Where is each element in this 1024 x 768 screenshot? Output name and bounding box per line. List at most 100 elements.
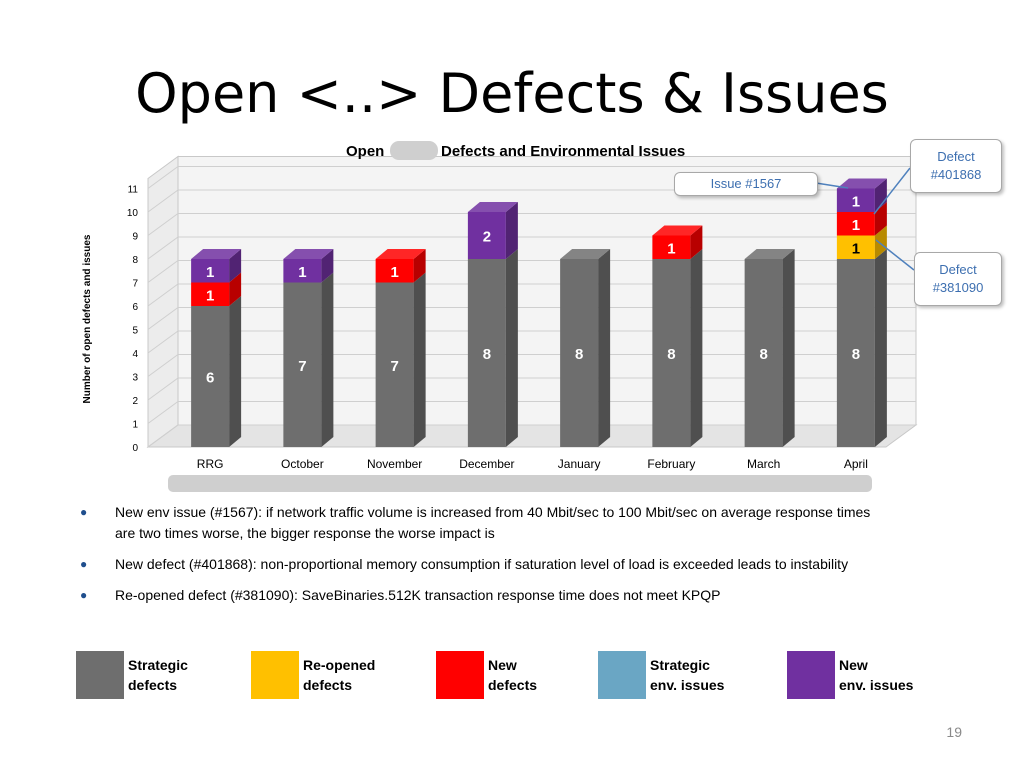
bar-segment-side bbox=[229, 296, 242, 447]
y-axis-label: Number of open defects and issues bbox=[82, 234, 93, 403]
legend-label: New defects bbox=[488, 657, 538, 693]
gridline bbox=[147, 189, 916, 213]
bar-data-label: 8 bbox=[852, 346, 860, 363]
bar-segment bbox=[375, 259, 414, 283]
bar-segment-side bbox=[413, 272, 426, 447]
redacted-caption-box bbox=[168, 475, 872, 492]
bar-segment-side bbox=[505, 249, 518, 447]
bullet-dot-icon: ● bbox=[80, 588, 88, 602]
bar-top bbox=[467, 202, 518, 212]
bullet-text: Re-opened defect (#381090): SaveBinaries… bbox=[115, 587, 721, 603]
defect-381090-arrow bbox=[875, 239, 915, 271]
x-tick-label: November bbox=[367, 457, 422, 471]
bar-top bbox=[652, 225, 703, 236]
defect-401868-line2: #401868 bbox=[930, 167, 982, 182]
bullet-item: ● New defect (#401868): non-proportional … bbox=[80, 554, 880, 575]
bar-segment bbox=[283, 282, 322, 447]
bar-segment-side bbox=[690, 225, 703, 259]
bar-segment bbox=[560, 259, 599, 447]
redacted-name-box bbox=[390, 141, 438, 160]
legend-swatch bbox=[76, 651, 124, 699]
bar-data-label: 6 bbox=[206, 370, 214, 387]
bar-segment bbox=[191, 306, 230, 447]
y-tick-label: 8 bbox=[132, 255, 138, 266]
bar-segment-side bbox=[782, 249, 795, 447]
chart-title-right: Defects and Environmental Issues bbox=[441, 143, 685, 160]
bar-data-label: 1 bbox=[667, 240, 675, 257]
issue-1567-arrow bbox=[815, 182, 849, 189]
bar-segment bbox=[836, 235, 875, 259]
x-tick-label: February bbox=[647, 457, 695, 471]
bar-data-label: 8 bbox=[575, 346, 583, 363]
y-tick-label: 2 bbox=[132, 396, 138, 407]
bar-segment bbox=[744, 259, 783, 447]
bar-segment bbox=[467, 259, 506, 447]
y-tick-label: 4 bbox=[132, 349, 138, 360]
defect-381090-line2: #381090 bbox=[932, 280, 984, 295]
bullet-item: ● Re-opened defect (#381090): SaveBinarie… bbox=[80, 585, 880, 606]
y-tick-label: 1 bbox=[132, 420, 138, 431]
bar-segment-side bbox=[229, 272, 242, 306]
bar-data-label: 1 bbox=[852, 240, 860, 257]
bar-segment bbox=[652, 259, 691, 447]
bar-top bbox=[375, 249, 426, 259]
bar-data-label: 1 bbox=[206, 264, 214, 281]
bar-segment-side bbox=[874, 178, 887, 212]
x-tick-label: January bbox=[558, 457, 601, 471]
bar-data-label: 8 bbox=[483, 346, 491, 363]
bar-segment-side bbox=[505, 202, 518, 259]
y-tick-label: 5 bbox=[132, 326, 138, 337]
bar-data-label: 1 bbox=[298, 264, 306, 281]
legend-label: New env. issues bbox=[839, 657, 914, 693]
bar-segment-side bbox=[690, 249, 703, 447]
page-number: 19 bbox=[946, 724, 962, 740]
bar-segment-side bbox=[874, 225, 887, 259]
bar-segment bbox=[191, 282, 230, 306]
defect-381090-line1: Defect bbox=[939, 262, 977, 277]
bar-segment bbox=[283, 259, 322, 283]
x-tick-label: April bbox=[844, 457, 868, 471]
gridline bbox=[147, 166, 916, 189]
bullet-text: New env issue (#1567): if network traffi… bbox=[115, 504, 871, 541]
bar-data-label: 7 bbox=[390, 358, 398, 375]
bullet-text: New defect (#401868): non-proportional m… bbox=[115, 556, 849, 572]
gridline bbox=[147, 213, 916, 236]
y-tick-label: 10 bbox=[127, 208, 139, 219]
bar-data-label: 1 bbox=[390, 264, 398, 281]
chart-floor bbox=[146, 424, 918, 448]
bar-segment bbox=[191, 259, 230, 283]
y-tick-label: 6 bbox=[132, 302, 138, 313]
bar-segment-side bbox=[321, 249, 334, 283]
bar-segment bbox=[836, 188, 875, 212]
legend-label: Strategic env. issues bbox=[650, 657, 725, 693]
bar-data-label: 8 bbox=[667, 346, 675, 363]
bullet-item: ● New env issue (#1567): if network traff… bbox=[80, 502, 880, 544]
bar-top bbox=[191, 249, 242, 259]
legend-swatch bbox=[787, 651, 835, 699]
issue-1567-label: Issue #1567 bbox=[710, 176, 782, 191]
bar-top bbox=[283, 249, 334, 259]
legend-swatch bbox=[251, 651, 299, 699]
bar-top bbox=[560, 249, 611, 259]
bar-segment bbox=[836, 212, 875, 236]
x-tick-label: March bbox=[747, 457, 780, 471]
chart-side-wall bbox=[147, 155, 179, 448]
bar-data-label: 7 bbox=[298, 358, 306, 375]
bar-data-label: 1 bbox=[206, 287, 214, 304]
defect-381090-callout: Defect #381090 bbox=[914, 252, 1002, 306]
bar-data-label: 2 bbox=[483, 229, 491, 246]
bar-data-label: 8 bbox=[759, 346, 767, 363]
defect-401868-line1: Defect bbox=[937, 149, 975, 164]
bar-segment bbox=[652, 235, 691, 259]
defect-401868-arrow bbox=[873, 167, 911, 215]
bar-segment-side bbox=[229, 249, 242, 283]
bullet-dot-icon: ● bbox=[80, 557, 88, 571]
bar-data-label: 1 bbox=[852, 193, 860, 210]
legend-swatch bbox=[598, 651, 646, 699]
bar-segment bbox=[467, 212, 506, 259]
legend-label: Re-opened defects bbox=[303, 657, 376, 693]
bar-segment-side bbox=[598, 249, 611, 447]
x-tick-label: RRG bbox=[197, 457, 224, 471]
bar-data-label: 1 bbox=[852, 217, 860, 234]
chart-title-left: Open bbox=[346, 143, 384, 160]
